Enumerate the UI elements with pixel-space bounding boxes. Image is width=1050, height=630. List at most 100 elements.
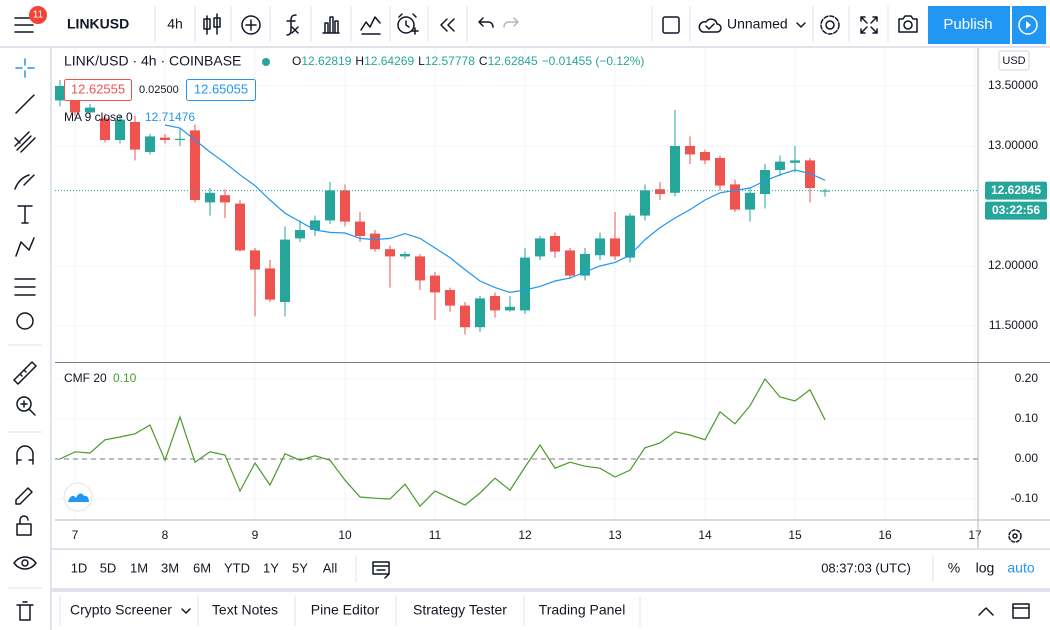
candle-body (790, 160, 801, 163)
text-tool[interactable] (17, 205, 33, 224)
range-button[interactable]: 1Y (263, 560, 279, 575)
indicator-value: 12.71476 (145, 110, 195, 124)
auto-toggle[interactable]: auto (1007, 560, 1034, 576)
pattern-tool[interactable] (15, 237, 35, 257)
trendline-tool[interactable] (15, 94, 35, 114)
icon (322, 16, 340, 34)
range-button[interactable]: YTD (224, 560, 250, 575)
range-button[interactable]: All (323, 560, 338, 575)
buy-button[interactable] (186, 79, 256, 101)
candle-body (234, 203, 245, 251)
ask-price: 12.65055 (194, 81, 248, 96)
logo-mark (68, 493, 89, 502)
percent-toggle[interactable]: % (948, 560, 960, 576)
emoji-tool[interactable] (16, 312, 34, 330)
magnet-tool[interactable] (16, 445, 34, 465)
range-button[interactable]: 3M (161, 560, 179, 575)
range-button[interactable]: 1D (71, 560, 88, 575)
redo-button[interactable] (503, 17, 519, 28)
prediction-tool[interactable] (14, 278, 36, 296)
ohlc-legend: O12.62819 H12.64269 L12.57778 C12.62845 −0.0… (292, 54, 644, 68)
candle-body (459, 305, 470, 328)
x-tick-label: 15 (788, 528, 802, 542)
icon (1018, 15, 1038, 35)
alert-button[interactable] (397, 13, 419, 35)
layout-button[interactable] (662, 16, 680, 34)
indicator-name[interactable]: MA 9 close 0 (64, 110, 133, 124)
last-price-label: 12.62845 (991, 183, 1041, 197)
tab[interactable]: Pine Editor (311, 602, 380, 618)
screener-menu[interactable] (181, 608, 191, 614)
lock-drawings-tool[interactable] (15, 487, 33, 505)
candle-body (369, 233, 380, 250)
icon (903, 20, 913, 30)
lock-tool[interactable] (16, 523, 32, 536)
symbol-search[interactable]: LINKUSD (67, 16, 129, 32)
interval-button[interactable]: 4h (167, 16, 183, 32)
candle-body (189, 130, 200, 201)
x-tick-label: 9 (252, 528, 259, 542)
candle-body (580, 254, 591, 276)
undo-button[interactable] (478, 17, 494, 28)
moving-average-line (164, 124, 826, 294)
fib-tool[interactable] (14, 131, 36, 153)
visibility-tool[interactable] (13, 556, 37, 570)
indicator-name[interactable]: CMF 20 (64, 371, 107, 385)
maximize-panel[interactable] (1012, 603, 1030, 619)
y-tick-label: 13.50000 (988, 78, 1038, 92)
icon (19, 515, 29, 525)
bottom-tabs: Crypto Screener Text Notes Pine Editor Stra… (59, 596, 641, 626)
save-button[interactable] (698, 18, 722, 33)
tab[interactable]: Text Notes (212, 602, 278, 618)
notification-badge (29, 6, 47, 24)
candle-body (430, 275, 441, 293)
range-button[interactable]: 5D (100, 560, 117, 575)
range-button[interactable]: 6M (193, 560, 211, 575)
candle-body (565, 250, 576, 276)
collapse-panel[interactable] (978, 607, 994, 616)
tab[interactable]: Trading Panel (539, 602, 626, 618)
x-tick-label: 11 (429, 528, 442, 542)
ohlc-value: 12.62845 (488, 54, 538, 68)
legend: LINK/USD · 4h · COINBASE O12.62819 H12.64… (63, 53, 644, 512)
financials-button[interactable] (360, 16, 381, 35)
settings-button[interactable] (820, 15, 840, 35)
layout-name[interactable]: Unnamed (727, 16, 788, 32)
sell-button[interactable] (64, 79, 132, 101)
log-toggle[interactable]: log (976, 560, 995, 576)
icon (241, 15, 261, 35)
zoom-tool[interactable] (16, 396, 32, 412)
compare-button[interactable] (241, 15, 261, 35)
bottom-panel (52, 592, 1050, 630)
publish-button[interactable] (928, 6, 1010, 44)
goto-date-button[interactable] (372, 561, 390, 579)
candle-body (745, 192, 756, 210)
tab[interactable]: Strategy Tester (413, 602, 507, 618)
ohlc-value: 12.57778 (425, 54, 475, 68)
indicators-button[interactable] (286, 14, 299, 36)
ruler-tool[interactable] (13, 361, 37, 385)
snapshot-button[interactable] (898, 15, 918, 33)
chart-type-button[interactable] (203, 13, 221, 35)
clock[interactable]: 08:37:03 (UTC) (821, 560, 911, 575)
ohlc-key: C (479, 54, 488, 68)
brush-tool[interactable] (14, 174, 35, 190)
crosshair-tool[interactable] (15, 58, 35, 78)
candle-body (670, 146, 681, 193)
templates-button[interactable] (322, 16, 340, 34)
icon (1012, 533, 1018, 539)
countdown-label: 03:22:56 (992, 203, 1040, 217)
tab[interactable]: Crypto Screener (70, 602, 172, 618)
candle-body (85, 107, 96, 113)
range-button[interactable]: 5Y (292, 560, 308, 575)
remove-tool[interactable] (16, 601, 34, 621)
x-tick-label: 12 (518, 528, 532, 542)
currency-badge[interactable] (998, 50, 1030, 71)
axis-settings-button[interactable] (1008, 529, 1022, 543)
layout-menu[interactable] (796, 22, 806, 28)
replay-button[interactable] (440, 18, 455, 32)
change: −0.01455 (−0.12%) (542, 54, 645, 68)
fullscreen-button[interactable] (860, 16, 878, 34)
range-button[interactable]: 1M (130, 560, 148, 575)
